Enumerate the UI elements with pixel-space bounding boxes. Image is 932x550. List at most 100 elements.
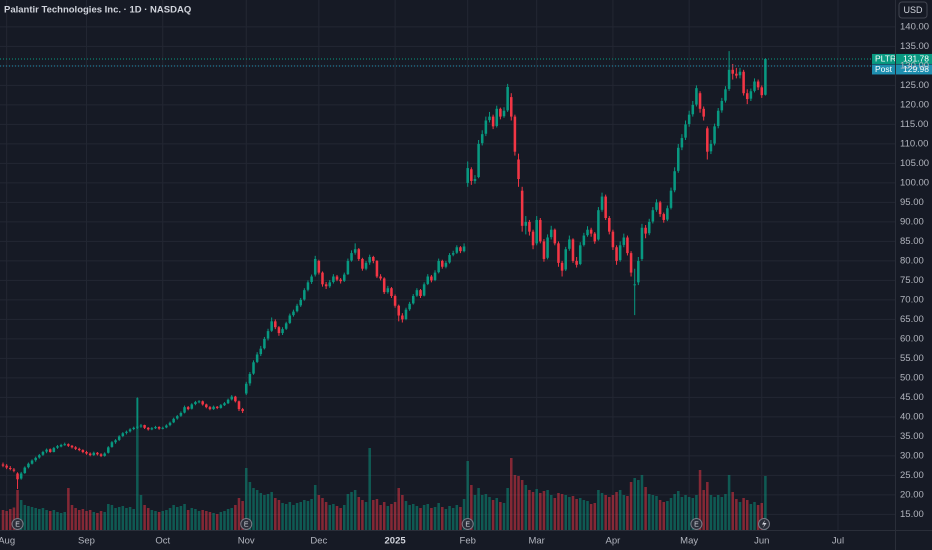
candle-body <box>386 288 390 293</box>
volume-bar <box>615 492 618 530</box>
candle-body <box>462 246 466 252</box>
candle-body <box>215 406 219 408</box>
candle-body <box>401 315 404 320</box>
volume-bar <box>5 511 8 530</box>
volume-bar <box>201 510 204 530</box>
candle-body <box>230 396 233 400</box>
volume-bar <box>564 495 567 530</box>
candle-body <box>77 448 81 451</box>
candle-body <box>404 309 408 320</box>
volume-bar <box>491 500 495 530</box>
candle-body <box>317 260 321 273</box>
volume-bar <box>673 494 676 530</box>
candle-body <box>70 445 74 448</box>
y-tick-label: 80.00 <box>900 255 924 266</box>
candle-body <box>205 404 208 408</box>
volume-bar <box>462 499 466 530</box>
candle-body <box>604 196 607 219</box>
candle-body <box>531 231 535 246</box>
candle-body <box>713 126 716 144</box>
candle-body <box>168 422 172 426</box>
candle-body <box>597 210 600 240</box>
volume-bar <box>321 498 324 530</box>
currency-button[interactable] <box>898 1 928 19</box>
y-tick-label: 70.00 <box>900 294 924 305</box>
candle-body <box>52 448 56 453</box>
candle-body <box>128 429 132 432</box>
volume-bar <box>756 505 760 530</box>
x-tick-label: 2025 <box>385 536 407 547</box>
candle-body <box>9 467 12 469</box>
volume-bar <box>88 510 92 530</box>
volume-bar <box>629 482 633 530</box>
candle-body <box>422 284 426 296</box>
volume-bar <box>241 501 244 530</box>
volume-bar <box>575 499 578 530</box>
x-tick-label: Aug <box>0 536 15 547</box>
volume-bar <box>48 511 52 530</box>
volume-bar <box>393 502 397 530</box>
volume-bar <box>103 512 106 530</box>
candle-body <box>459 247 462 252</box>
currency-label[interactable]: USD <box>903 5 923 15</box>
y-tick-label: 15.00 <box>900 509 924 520</box>
volume-bar <box>448 506 451 530</box>
y-tick-label: 85.00 <box>900 236 924 247</box>
candle-body <box>640 227 644 259</box>
candle-body <box>557 243 560 263</box>
candle-body <box>742 71 745 94</box>
volume-bar <box>430 508 433 530</box>
candle-body <box>397 305 400 316</box>
volume-bar <box>74 508 77 530</box>
candle-body <box>698 93 702 109</box>
volume-bar <box>727 475 731 530</box>
candle-body <box>560 262 564 271</box>
lightning-icon[interactable] <box>762 520 767 528</box>
candle-body <box>346 260 350 275</box>
x-tick-label: Oct <box>155 536 170 547</box>
candle-body <box>332 276 335 282</box>
volume-bar <box>317 495 321 530</box>
volume-bar <box>70 505 74 530</box>
candles <box>1 51 767 490</box>
candle-body <box>328 282 332 287</box>
volume-bar <box>473 495 477 530</box>
y-tick-label: 35.00 <box>900 431 924 442</box>
candle-body <box>495 108 499 126</box>
candle-body <box>488 116 491 121</box>
earnings-label: E <box>694 521 699 528</box>
volume-bar <box>695 495 698 530</box>
candle-body <box>651 210 655 222</box>
candle-body <box>335 276 339 280</box>
y-tick-label: 120.00 <box>900 99 929 110</box>
grid <box>0 0 895 530</box>
y-tick-label: 50.00 <box>900 372 924 383</box>
volume-bar <box>651 495 655 530</box>
candle-body <box>121 433 125 437</box>
candle-body <box>107 447 110 453</box>
candle-body <box>480 134 484 144</box>
volume-bar <box>34 508 37 530</box>
candle-body <box>724 89 727 101</box>
candle-body <box>506 86 509 111</box>
volume-bar <box>691 498 695 530</box>
candle-body <box>237 401 241 410</box>
candle-body <box>270 321 273 331</box>
volume-bar <box>125 508 128 530</box>
volume-bar <box>230 508 233 530</box>
volume-bar <box>172 505 175 530</box>
y-tick-label: 60.00 <box>900 333 924 344</box>
candle-body <box>234 396 237 402</box>
replay-icon[interactable] <box>758 518 770 530</box>
volume-bar <box>669 498 673 530</box>
volume-bar <box>553 498 557 530</box>
volume-bar <box>662 502 666 530</box>
candle-body <box>520 190 524 226</box>
candle-body <box>760 87 764 96</box>
volume-bar <box>557 493 560 530</box>
candle-body <box>629 253 633 273</box>
volume-bar <box>368 448 371 530</box>
volume-bar <box>114 508 117 530</box>
candle-body <box>553 229 557 244</box>
volume-bar <box>375 499 379 530</box>
